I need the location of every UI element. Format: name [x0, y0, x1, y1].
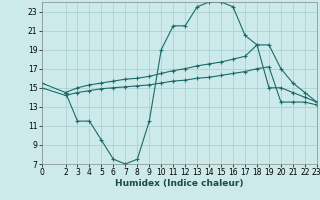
X-axis label: Humidex (Indice chaleur): Humidex (Indice chaleur)	[115, 179, 244, 188]
